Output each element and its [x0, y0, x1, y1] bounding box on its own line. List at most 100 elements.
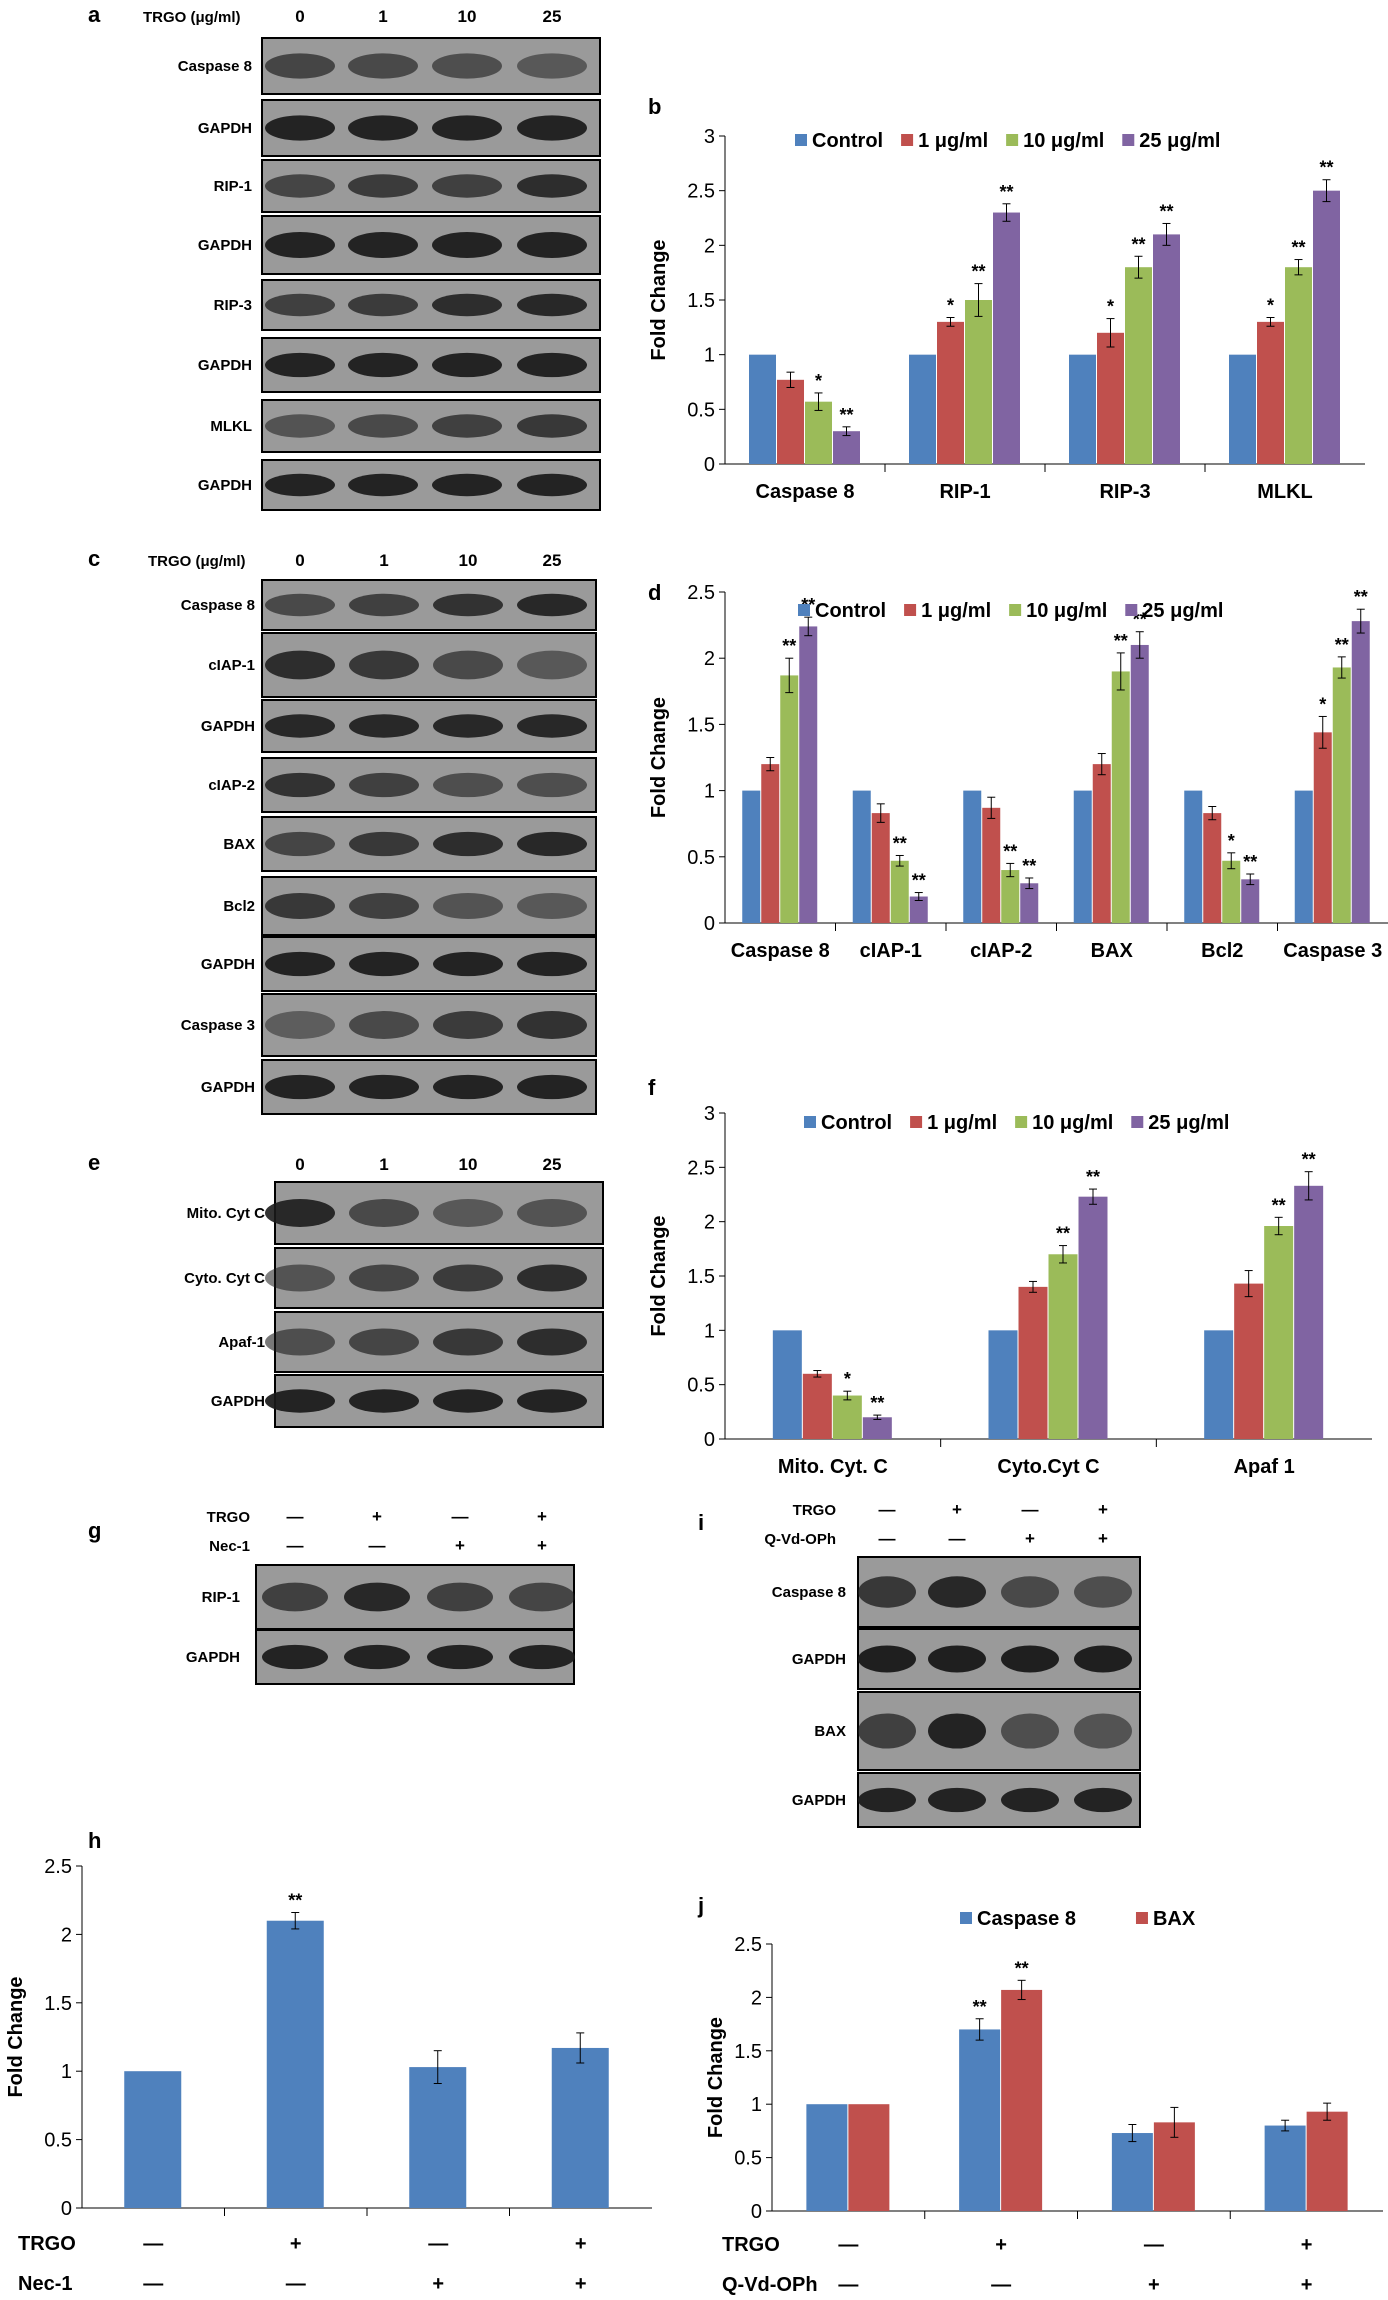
protein-band — [344, 1644, 410, 1670]
bar — [988, 1330, 1018, 1439]
y-tick-label: 2.5 — [687, 582, 715, 604]
blot-row-label: Mito. Cyt C — [187, 1205, 265, 1222]
protein-band — [265, 293, 335, 317]
treatment-sign: — — [428, 2233, 448, 2255]
bar — [777, 379, 804, 464]
y-tick-label: 1 — [61, 2061, 72, 2083]
blot-row-label: Caspase 8 — [178, 58, 252, 75]
legend-swatch — [1122, 134, 1135, 146]
protein-band — [517, 174, 587, 198]
protein-band — [433, 1328, 503, 1356]
protein-band — [433, 772, 503, 798]
protein-band — [1001, 1645, 1059, 1673]
bar — [909, 896, 928, 923]
protein-band — [928, 1576, 986, 1608]
x-category-label: RIP-1 — [939, 481, 990, 503]
y-tick-label: 0 — [751, 2201, 762, 2223]
bar — [1130, 644, 1149, 923]
y-tick-label: 2 — [704, 648, 715, 670]
panel-label-h: h — [88, 1828, 101, 1853]
y-tick-label: 2 — [704, 1212, 715, 1234]
bar — [1229, 354, 1256, 464]
treatment-sign: + — [372, 1507, 382, 1526]
significance-mark: ** — [971, 262, 985, 282]
legend-label: Control — [815, 600, 886, 622]
bar — [959, 2029, 1001, 2211]
protein-band — [349, 1264, 419, 1292]
y-tick-label: 2.5 — [44, 1856, 72, 1878]
protein-band — [349, 772, 419, 798]
bar — [1018, 1286, 1048, 1439]
significance-mark: ** — [1114, 631, 1128, 651]
treatment-sign: — — [452, 1507, 469, 1526]
blot-row-label: cIAP-2 — [208, 777, 255, 794]
y-tick-label: 0 — [704, 454, 715, 476]
protein-band — [1001, 1576, 1059, 1608]
bar — [551, 2047, 609, 2208]
legend-label: 25 μg/ml — [1139, 130, 1220, 152]
y-tick-label: 1.5 — [734, 2041, 762, 2063]
legend-swatch — [1131, 1116, 1144, 1128]
protein-band — [858, 1645, 916, 1673]
protein-band — [349, 593, 419, 617]
treatment-sign: + — [575, 2273, 587, 2295]
bar — [993, 212, 1020, 464]
significance-mark: ** — [870, 1393, 884, 1413]
blot-column-label: 10 — [459, 551, 478, 570]
blot-panel-i: TRGO — + — + Q-Vd-OPh — — + + Caspase 8 GAPDH BAX GAP… — [764, 1500, 1141, 1828]
treatment-sign: + — [1148, 2274, 1160, 2296]
significance-mark: ** — [1335, 635, 1349, 655]
protein-band — [348, 473, 418, 497]
blot-row-label: RIP-3 — [214, 297, 252, 314]
bar — [1204, 1330, 1234, 1439]
bar — [848, 2104, 890, 2211]
treatment-sign: + — [455, 1536, 465, 1555]
protein-band — [349, 1199, 419, 1227]
blot-row-label: Caspase 3 — [181, 1017, 255, 1034]
blot-panel-e: 0 1 10 25 Mito. Cyt C Cyto. Cyt C Apaf-1 GAPDH — [184, 1155, 604, 1428]
protein-band — [509, 1582, 575, 1612]
bar — [266, 1920, 324, 2208]
protein-band — [858, 1787, 916, 1813]
blot-row-label: Bcl2 — [223, 898, 255, 915]
significance-mark: ** — [893, 833, 907, 853]
protein-band — [262, 1644, 328, 1670]
bar — [852, 790, 871, 923]
protein-band — [265, 414, 335, 438]
chart-j: 0 0.5 1 1.5 2 2.5 Fold Change ** ** TRGO — + — + Q-Vd-… — [705, 1908, 1383, 2296]
protein-band — [928, 1787, 986, 1813]
protein-band — [265, 772, 335, 798]
treatment-label: Q-Vd-OPh — [764, 1531, 836, 1548]
protein-band — [433, 1199, 503, 1227]
treatment-label: Nec-1 — [18, 2273, 72, 2295]
blot-column-label: 10 — [459, 1155, 478, 1174]
protein-band — [517, 650, 587, 680]
protein-band — [348, 414, 418, 438]
significance-mark: ** — [1056, 1224, 1070, 1244]
protein-band — [432, 473, 502, 497]
protein-band — [348, 231, 418, 259]
blot-column-label: 1 — [379, 1155, 388, 1174]
y-tick-label: 3 — [704, 1103, 715, 1125]
protein-band — [265, 1011, 335, 1039]
y-tick-label: 1.5 — [44, 1993, 72, 2015]
legend-swatch — [1135, 1912, 1148, 1924]
legend-label: 25 μg/ml — [1142, 600, 1223, 622]
protein-band — [517, 53, 587, 79]
legend-swatch — [904, 604, 917, 616]
treatment-sign: — — [286, 2273, 306, 2295]
blot-row-label: Caspase 8 — [772, 1584, 846, 1601]
bar — [761, 764, 780, 923]
blot-column-label: 10 — [458, 7, 477, 26]
treatment-sign: — — [143, 2233, 163, 2255]
bar — [909, 354, 936, 464]
protein-band — [265, 352, 335, 378]
blot-column-label: 1 — [378, 7, 387, 26]
bar — [802, 1373, 832, 1439]
blot-strip — [261, 993, 597, 1057]
legend-swatch — [1015, 1116, 1028, 1128]
bar — [1222, 860, 1241, 923]
panel-label-c: c — [88, 546, 100, 571]
panel-label-a: a — [88, 2, 101, 27]
